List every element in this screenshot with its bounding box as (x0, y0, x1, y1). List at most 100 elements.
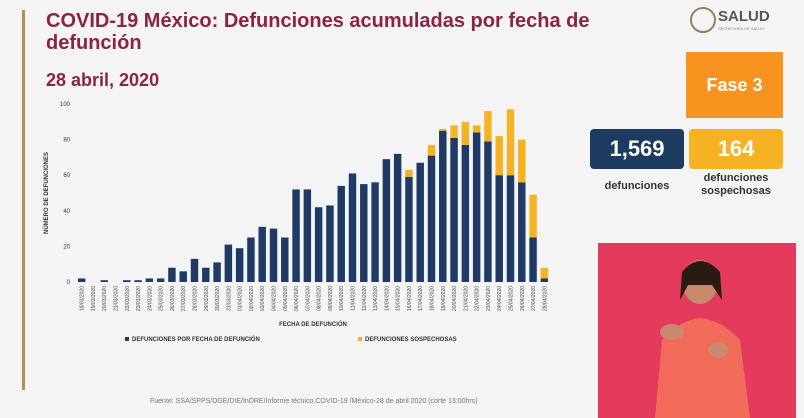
bar (495, 136, 503, 176)
bar (472, 132, 481, 282)
bar (472, 125, 481, 133)
y-tick-label: 20 (63, 244, 70, 250)
bar (540, 278, 549, 282)
bar (235, 248, 244, 282)
x-tick-label: 14/04/2020 (384, 286, 390, 311)
bar (540, 267, 549, 279)
bar (224, 244, 233, 282)
kpi-box (689, 129, 783, 169)
x-tick-label: 24/04/2020 (497, 286, 503, 311)
legend-label: DEFUNCIONES POR FECHA DE DEFUNCIÓN (132, 335, 260, 343)
bar (382, 159, 391, 282)
bar (145, 278, 154, 282)
x-tick-label: 06/04/2020 (294, 286, 300, 311)
x-tick-label: 10/04/2020 (339, 286, 345, 311)
bar (416, 162, 424, 282)
x-tick-label: 16/04/2020 (407, 286, 413, 311)
legend-swatch (125, 337, 129, 341)
x-tick-label: 03/04/2020 (260, 286, 266, 311)
bar (495, 175, 503, 282)
bar (371, 182, 379, 282)
bar (360, 184, 368, 282)
bar (179, 271, 187, 282)
bar (202, 267, 210, 282)
x-tick-label: 15/04/2020 (396, 286, 402, 311)
kpi-value: 1,569 (609, 136, 665, 161)
bar (484, 111, 492, 142)
source: Fuente: SSA/SPPS/DGE/DIE/InDRE/Informe t… (150, 398, 478, 405)
y-tick-label: 0 (67, 280, 71, 286)
x-tick-label: 23/03/2020 (136, 286, 142, 311)
x-tick-label: 04/04/2020 (272, 286, 278, 311)
x-tick-label: 01/04/2020 (238, 286, 244, 311)
x-tick-label: 08/04/2020 (317, 286, 323, 311)
y-axis-label: NÚMERO DE DEFUNCIONES (43, 152, 50, 234)
x-tick-label: 05/04/2020 (283, 286, 289, 311)
bar (247, 237, 255, 282)
bar (405, 169, 413, 177)
bar (439, 128, 447, 131)
y-tick-label: 40 (63, 209, 70, 215)
bar (213, 262, 221, 282)
chart-title: COVID-19 México: Defunciones acumuladas … (46, 10, 590, 54)
kpi-label: defunciones (604, 180, 670, 192)
bar (281, 237, 289, 282)
x-tick-label: 12/04/2020 (362, 286, 368, 311)
phase: Fase 3 (706, 75, 763, 95)
x-tick-label: 29/03/2020 (204, 286, 210, 311)
y-tick-label: 60 (63, 173, 70, 179)
x-tick-label: 26/04/2020 (520, 286, 526, 311)
x-tick-label: 31/03/2020 (226, 286, 232, 311)
bar (77, 278, 86, 282)
bar (326, 205, 334, 282)
x-tick-label: 25/03/2020 (159, 286, 165, 311)
accent-bar (22, 10, 25, 390)
bar (156, 278, 165, 282)
x-tick-label: 28/04/2020 (542, 286, 548, 311)
logo-text: SALUD (718, 8, 770, 25)
x-tick-label: 22/03/2020 (125, 286, 131, 311)
x-tick-label: 27/03/2020 (181, 286, 187, 311)
bar (348, 173, 357, 282)
x-tick-label: 20/04/2020 (452, 286, 458, 311)
bar (292, 189, 300, 282)
legend-label: DEFUNCIONES SOSPECHOSAS (365, 337, 457, 343)
x-tick-label: 26/03/2020 (170, 286, 176, 311)
logo-emblem (690, 7, 716, 33)
x-tick-label: 18/04/2020 (430, 286, 436, 311)
interpreter-video (598, 243, 796, 418)
bar (450, 125, 458, 138)
x-tick-label: 22/04/2020 (475, 286, 481, 311)
x-tick-label: 09/04/2020 (328, 286, 334, 311)
x-tick-label: 24/03/2020 (147, 286, 153, 311)
logo-subtitle: SECRETARÍA DE SALUD (718, 26, 765, 31)
x-tick-label: 30/03/2020 (215, 286, 221, 311)
x-tick-label: 25/04/2020 (509, 286, 515, 311)
bar (439, 130, 447, 282)
x-tick-label: 07/04/2020 (305, 286, 311, 311)
bar (518, 182, 526, 282)
bar (337, 185, 345, 282)
bar (393, 153, 402, 282)
x-tick-label: 23/04/2020 (486, 286, 492, 311)
bar (450, 137, 458, 282)
bar (168, 267, 176, 282)
x-tick-label: 21/04/2020 (463, 286, 469, 311)
bar (303, 189, 312, 282)
x-tick-label: 20/03/2020 (102, 286, 108, 311)
bar (461, 121, 470, 145)
x-tick-label: 19/03/2020 (91, 286, 97, 311)
bar (427, 155, 436, 282)
phase-box (686, 52, 783, 118)
bar (269, 228, 278, 282)
x-tick-label: 27/04/2020 (531, 286, 537, 311)
legend-swatch (358, 337, 362, 341)
x-tick-label: 17/04/2020 (418, 286, 424, 311)
bar (190, 258, 199, 282)
bar (405, 176, 413, 282)
x-tick-label: 21/03/2020 (114, 286, 120, 311)
kpi-value: 164 (717, 136, 755, 161)
y-tick-label: 100 (60, 102, 71, 108)
x-tick-label: 28/03/2020 (193, 286, 199, 311)
